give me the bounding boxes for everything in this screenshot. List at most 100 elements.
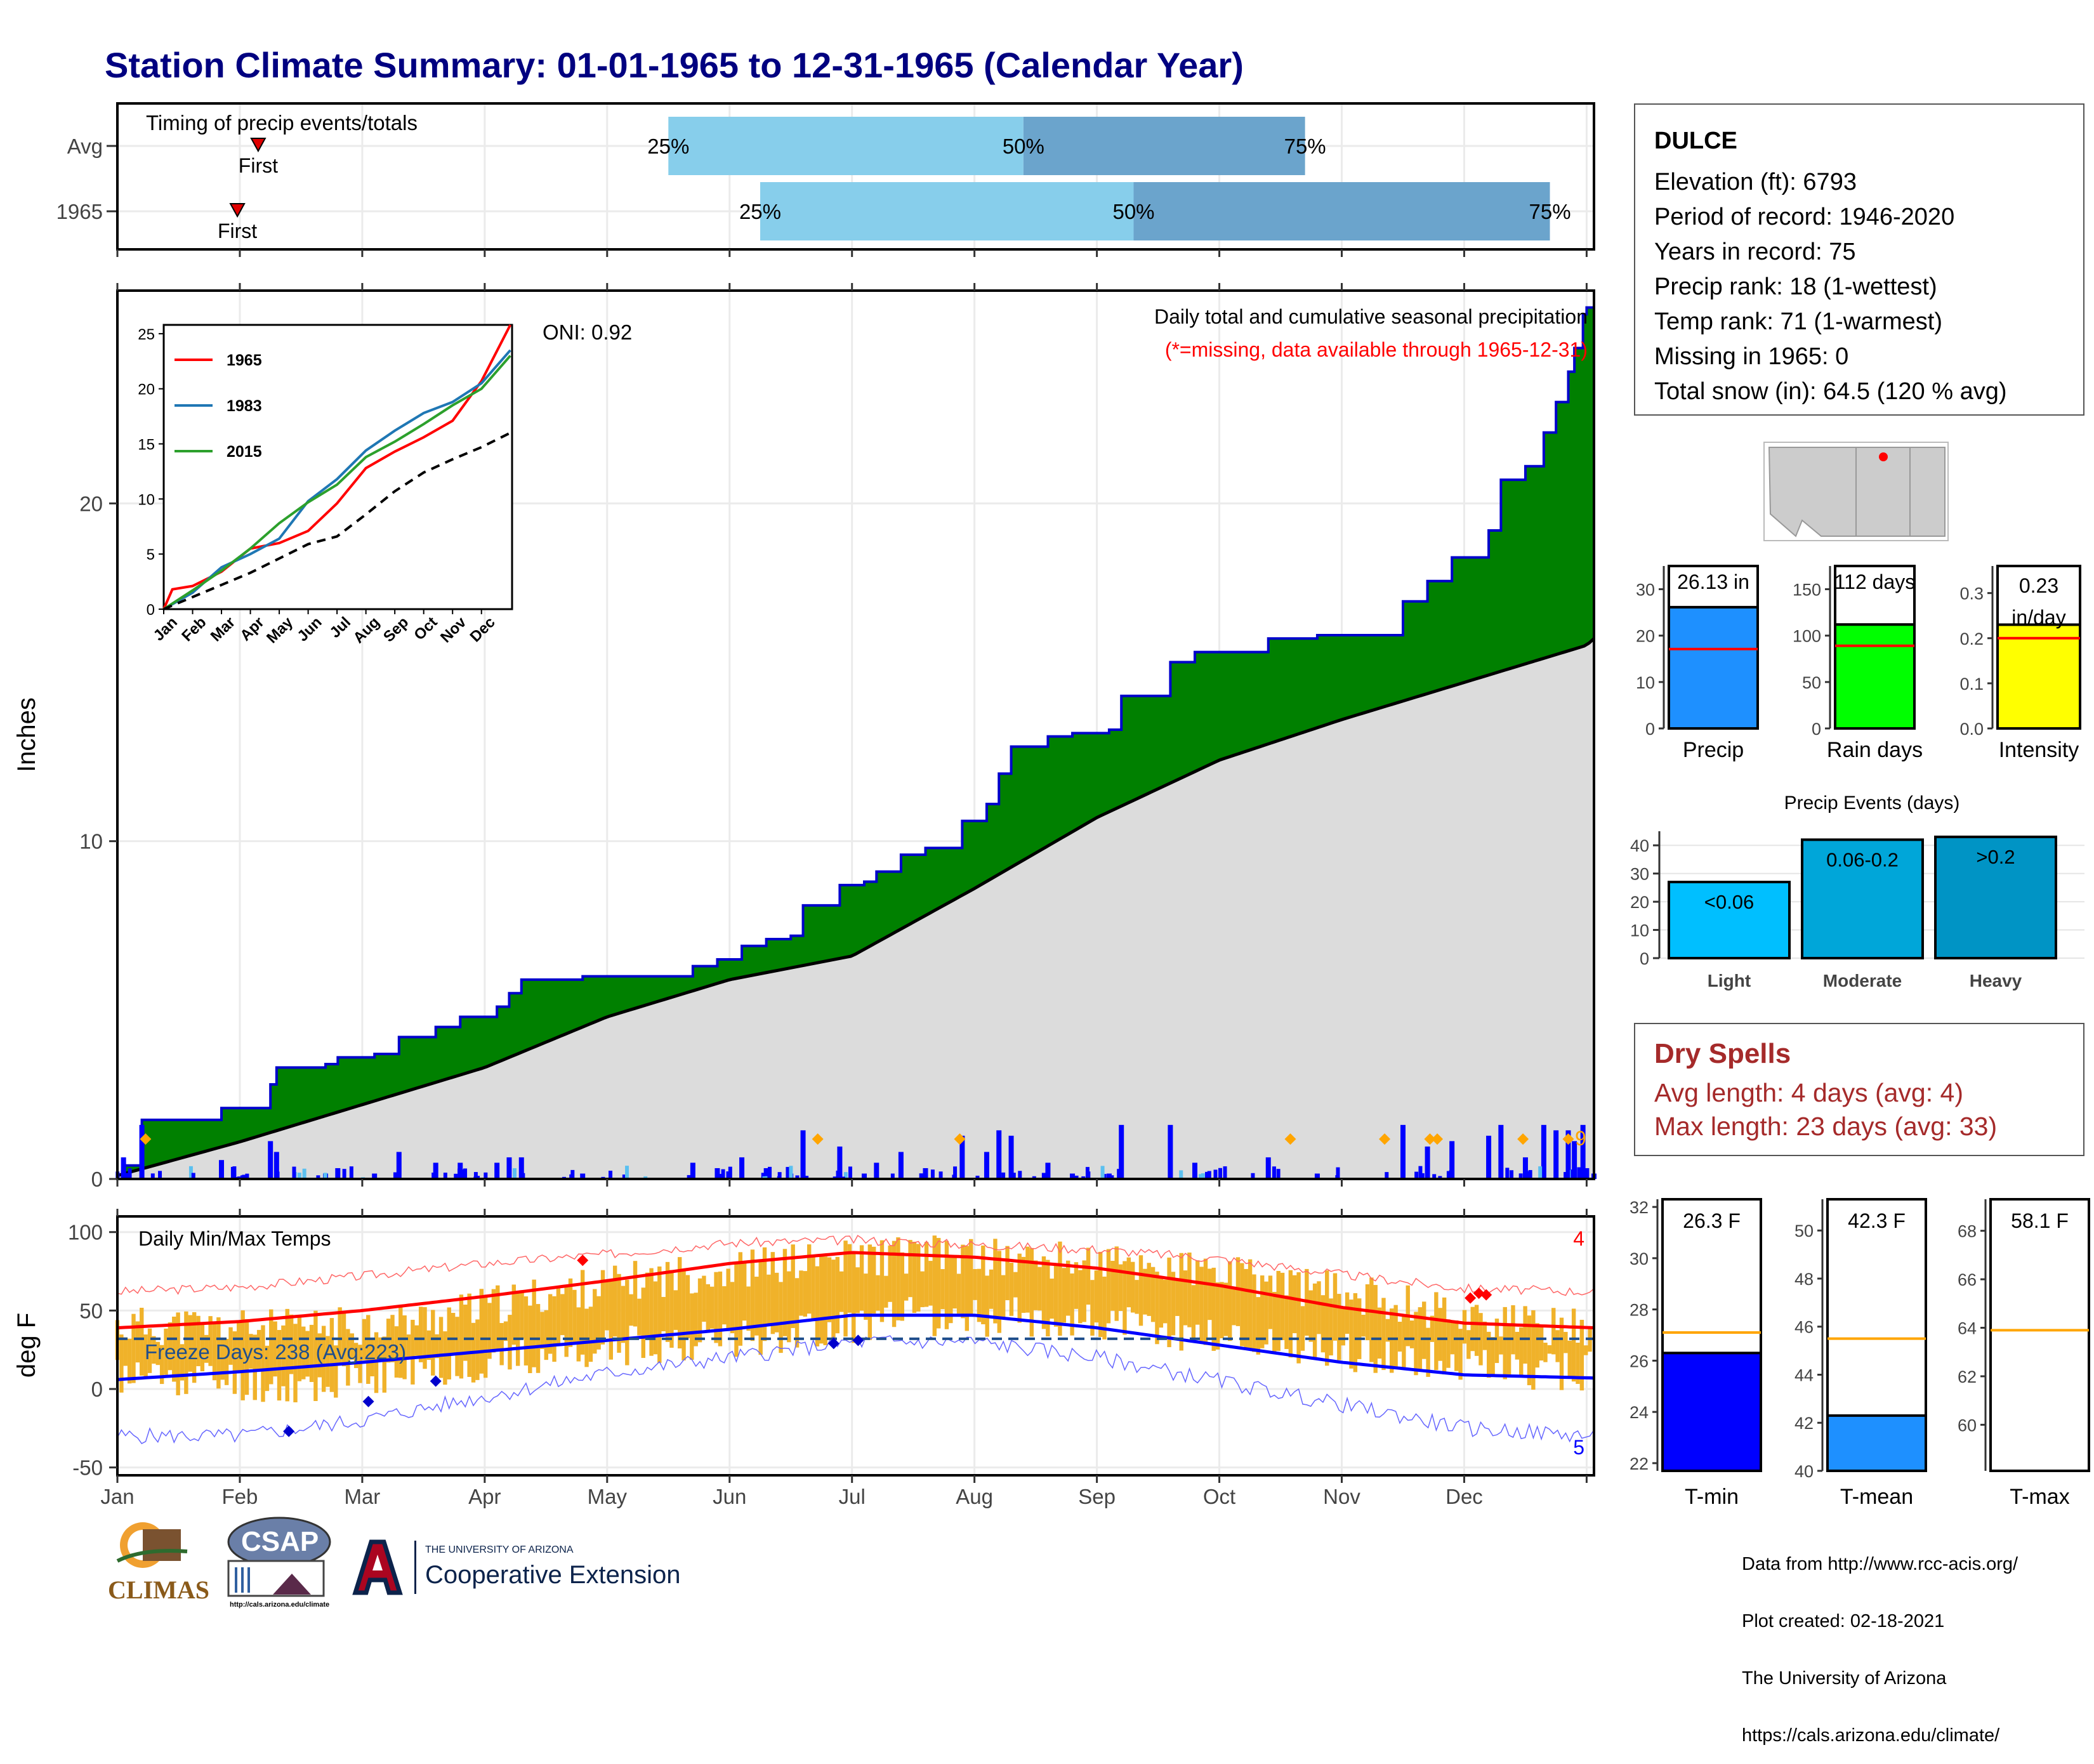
temps-daily-bar [1547,1345,1552,1354]
temps-daily-bar [1155,1272,1159,1345]
temps-daily-bar [1438,1308,1442,1361]
summary-value-box [1668,565,1759,609]
temps-daily-bar [1442,1297,1447,1375]
precip-daily-bar [342,1169,346,1179]
precip-daily-bar [1168,1124,1173,1179]
temps-daily-bar [1293,1275,1297,1334]
climas-logo-text: CLIMAS [108,1576,210,1604]
temps-record-low-count: 5 [1573,1436,1584,1459]
precip-daily-bar [1528,1169,1532,1179]
temp-summary-bar [1661,1352,1762,1473]
temp-summary-ytick-label: 30 [1630,1249,1649,1268]
precip-daily-bar [1205,1171,1209,1179]
temps-daily-bar [1390,1308,1394,1373]
temps-freeze-label: Freeze Days: 238 (Avg:223) [145,1340,406,1364]
temps-daily-bar [600,1270,605,1345]
csap-logo-text: CSAP [241,1526,319,1557]
precip-daily-bar [512,1168,517,1179]
precip-daily-bar [739,1157,745,1179]
temps-daily-bar [1240,1263,1244,1346]
precip-daily-bar [890,1173,895,1179]
temps-daily-bar [1393,1305,1398,1369]
precip-daily-bar [275,1171,280,1179]
temps-xtick-label: Sep [1078,1485,1116,1508]
temps-daily-bar [1252,1274,1256,1352]
temps-daily-bar [1474,1305,1479,1356]
precip-daily-bar [1564,1172,1568,1179]
temps-daily-bar [1462,1310,1467,1344]
precip-daily-bar [1565,1130,1571,1179]
map-states [1768,447,1946,537]
temps-daily-bar [240,1310,245,1400]
precip-daily-bar [1418,1166,1423,1179]
temps-daily-bar [435,1334,439,1359]
precip-daily-bar [721,1169,725,1179]
temps-daily-bar [524,1296,529,1366]
temps-daily-bar [1126,1257,1131,1308]
temp-summary-ytick-label: 62 [1958,1367,1977,1386]
precip-daily-bar [789,1166,793,1179]
dry-spells-title: Dry Spells [1654,1038,1791,1069]
temps-daily-bar [1187,1252,1192,1327]
temps-daily-bar [1050,1279,1054,1319]
precip-daily-bar [1223,1166,1227,1179]
precip-daily-bar [1420,1173,1425,1179]
summary-bar [1834,623,1916,730]
precip-daily-bar [518,1157,524,1179]
temps-daily-bar [709,1286,714,1329]
temps-daily-bar [876,1275,880,1311]
precip-daily-bar [121,1157,126,1179]
temps-daily-bar [244,1319,249,1395]
temps-daily-bar [1118,1264,1123,1311]
precip-ytick-label: 10 [79,830,103,853]
temps-daily-bar [989,1269,994,1309]
temps-daily-bar [867,1244,872,1340]
temps-daily-bar [697,1278,702,1343]
inset-legend-label-1965: 1965 [227,352,262,369]
map-border [1763,442,1949,541]
temps-daily-bar [1478,1313,1483,1366]
temps-xtick-label: Apr [468,1485,501,1508]
precip-snow-marker [1432,1133,1444,1145]
precip-events-bar [1668,881,1791,959]
inset-ytick-label: 5 [147,546,155,563]
temps-daily-bar [645,1272,650,1338]
temps-daily-bar [1147,1263,1151,1316]
temps-daily-bar [1515,1331,1520,1360]
temps-daily-bar [1527,1315,1532,1386]
inset-ytick-label: 25 [138,326,155,343]
precip-daily-bar [761,1173,765,1179]
temps-daily-bar [1361,1314,1366,1337]
temps-daily-bar [641,1287,645,1359]
temps-daily-bar [1458,1329,1463,1380]
precip-snow-marker [1284,1133,1296,1145]
precip-events-chart: Precip Events (days) <0.06 Light 0.06-0.2 Mo… [1630,793,2084,991]
temps-daily-bar [690,1293,694,1360]
temps-daily-bar [779,1282,783,1353]
temps-daily-bar [714,1272,718,1343]
precip-daily-bar [836,1170,840,1179]
temps-daily-bar [1564,1332,1568,1353]
inset-series-line-2015 [162,355,511,610]
temps-daily-bar [847,1244,852,1313]
precip-border [116,289,1595,1180]
timing-pct-label-1: 25% [647,135,689,158]
temps-daily-bar [123,1337,128,1366]
temps-daily-bar [1053,1265,1058,1327]
precip-daily-bar [768,1166,772,1179]
summary-ytick-label: 0.1 [1959,675,1984,694]
temps-record-high-marker [577,1254,589,1267]
precip-daily-bar [1192,1162,1197,1179]
timing-first-label: First [218,220,257,242]
temps-daily-bar [859,1245,864,1311]
summary-ytick-label: 0.2 [1959,629,1984,648]
location-map [1763,442,1949,541]
temps-daily-bar [119,1334,124,1393]
ua-small-text: THE UNIVERSITY OF ARIZONA [425,1544,574,1555]
temp-summary-ytick-label: 66 [1958,1270,1977,1289]
temps-daily-bar [463,1305,468,1361]
precip-daily-bar [1008,1135,1014,1179]
footer-line-university: The University of Arizona [1742,1668,1947,1688]
temps-title: Daily Min/Max Temps [138,1227,331,1250]
